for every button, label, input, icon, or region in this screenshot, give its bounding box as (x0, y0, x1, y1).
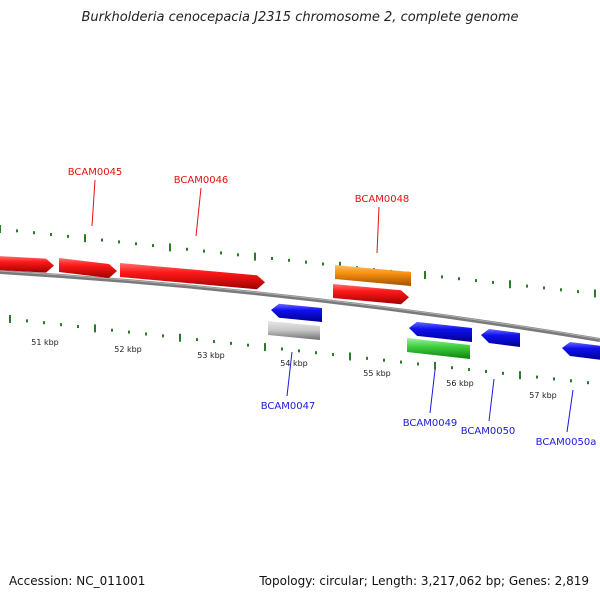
scale-label: 55 kbp (363, 369, 391, 378)
gene-feature-bcam0047-grey[interactable] (268, 321, 320, 340)
map-title: Burkholderia cenocepacia J2315 chromosom… (81, 10, 519, 25)
gene-feature-bcam0050a[interactable] (562, 342, 600, 360)
gene-features (0, 256, 600, 360)
gene-leader-line (286, 351, 293, 397)
gene-feature-bcam0047[interactable] (271, 303, 322, 322)
gene-label-bcam0050[interactable]: BCAM0050 (461, 426, 516, 437)
scale-label: 51 kbp (31, 338, 59, 347)
forward-scale-ticks (0, 225, 596, 298)
accession-text: Accession: NC_011001 (9, 574, 146, 588)
reverse-scale-ticks (9, 315, 589, 385)
gene-leader-line (376, 206, 380, 254)
gene-feature-bcam0048-orange[interactable] (335, 265, 411, 286)
gene-feature-bcam0046[interactable] (120, 263, 265, 290)
gene-label-bcam0049[interactable]: BCAM0049 (403, 418, 458, 429)
genome-summary-text: Topology: circular; Length: 3,217,062 bp… (259, 574, 589, 588)
gene-feature-bcam0048[interactable] (333, 284, 409, 305)
gene-feature-left-edge[interactable] (0, 256, 54, 273)
gene-label-bcam0047[interactable]: BCAM0047 (261, 401, 316, 412)
gene-labels: BCAM0045 BCAM0046 BCAM0047 BCAM0048 BCAM0049… (68, 167, 597, 448)
gene-label-bcam0050a[interactable]: BCAM0050a (536, 437, 597, 448)
gene-label-bcam0046[interactable]: BCAM0046 (174, 175, 229, 186)
scale-label: 52 kbp (114, 345, 142, 354)
gene-feature-bcam0049-green[interactable] (407, 338, 470, 359)
gene-leader-line (91, 179, 96, 227)
gene-feature-bcam0049[interactable] (409, 321, 472, 342)
gene-label-bcam0045[interactable]: BCAM0045 (68, 167, 123, 178)
scale-label: 54 kbp (280, 359, 308, 368)
gene-leader-line (429, 369, 436, 414)
gene-leader-line (566, 389, 574, 433)
scale-label: 56 kbp (446, 379, 474, 388)
gene-leader-line (488, 378, 495, 422)
gene-leader-line (195, 187, 202, 237)
gene-feature-bcam0050[interactable] (481, 329, 520, 347)
gene-feature-bcam0045[interactable] (59, 258, 117, 279)
scale-labels: 51 kbp 52 kbp 53 kbp 54 kbp 55 kbp 56 kbp 57 k… (31, 338, 557, 400)
gene-label-bcam0048[interactable]: BCAM0048 (355, 194, 410, 205)
scale-label: 53 kbp (197, 351, 225, 360)
chromosome-backbone (0, 270, 600, 342)
scale-label: 57 kbp (529, 391, 557, 400)
